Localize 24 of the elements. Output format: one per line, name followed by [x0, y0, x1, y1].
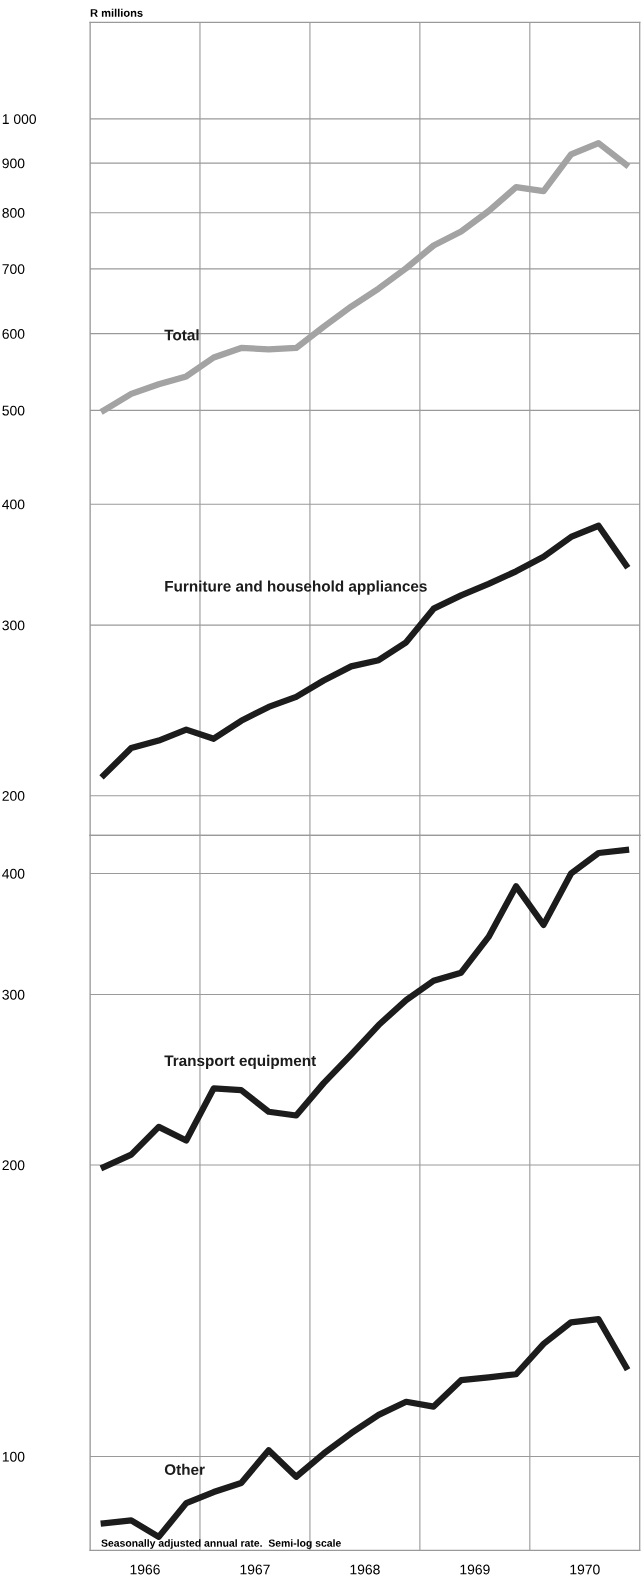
x-tick-label: 1967 [240, 1564, 270, 1575]
y-tick-label: 200 [2, 791, 25, 801]
series-label: Furniture and household appliances [165, 580, 427, 595]
y-tick-label: 900 [2, 158, 25, 169]
y-tick-label: 100 [2, 1451, 25, 1462]
x-tick-label: 1970 [570, 1564, 600, 1575]
y-tick-label: 300 [2, 989, 25, 1000]
series-label: Transport equipment [164, 1054, 316, 1070]
series-label: Other [164, 1463, 205, 1475]
y-tick-label: 800 [2, 208, 25, 218]
y-tick-label: 600 [2, 329, 25, 339]
y-tick-label: 200 [2, 1160, 25, 1171]
y-tick-label: 400 [2, 868, 25, 879]
y-tick-label: 700 [2, 264, 25, 275]
series-label: Total [164, 329, 199, 341]
y-axis-title: R millions [90, 8, 143, 17]
y-tick-label: 500 [2, 405, 25, 416]
y-tick-label: 1 000 [2, 114, 37, 125]
annotation: Seasonally adjusted annual rate. Semi-log scale [101, 1539, 341, 1549]
y-tick-label: 400 [2, 499, 25, 510]
x-tick-label: 1968 [350, 1564, 380, 1575]
x-tick-label: 1969 [460, 1564, 490, 1575]
x-tick-label: 1966 [130, 1564, 160, 1575]
y-tick-label: 300 [2, 620, 25, 631]
